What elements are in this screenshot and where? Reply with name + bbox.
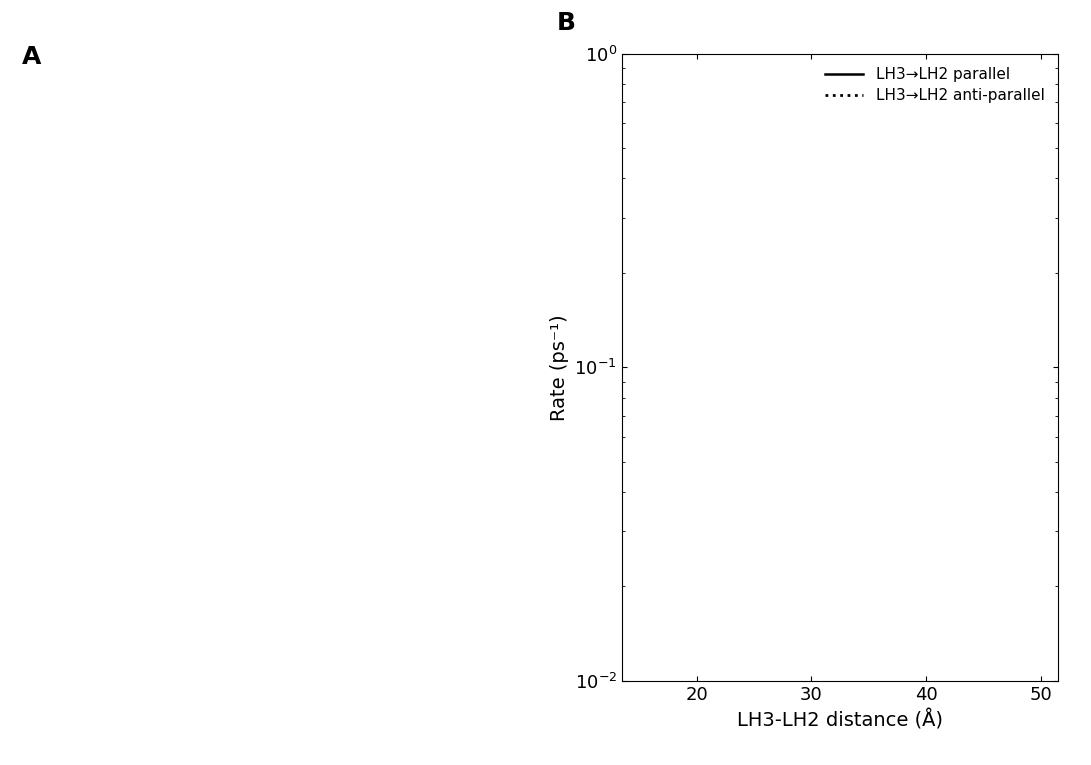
Text: A: A xyxy=(22,45,41,69)
Legend: LH3→LH2 parallel, LH3→LH2 anti-parallel: LH3→LH2 parallel, LH3→LH2 anti-parallel xyxy=(819,61,1051,109)
Y-axis label: Rate (ps⁻¹): Rate (ps⁻¹) xyxy=(550,314,568,421)
Text: B: B xyxy=(556,11,575,34)
X-axis label: LH3-LH2 distance (Å): LH3-LH2 distance (Å) xyxy=(738,709,943,731)
